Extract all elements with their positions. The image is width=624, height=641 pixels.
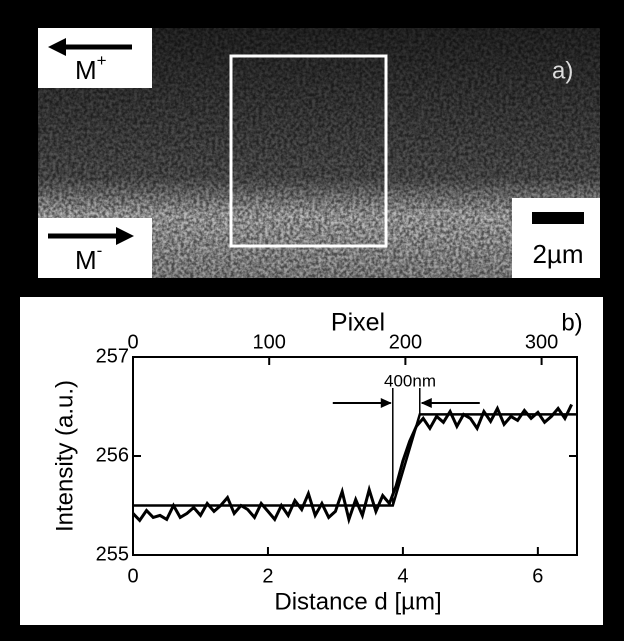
arrow-head <box>116 227 134 245</box>
annotation: 400nm <box>384 371 436 390</box>
label-box <box>38 218 152 278</box>
x-tick-label: 2 <box>262 565 273 587</box>
m-minus-label: M- <box>75 241 102 274</box>
panel-label: b) <box>561 309 582 336</box>
label-box <box>38 28 152 88</box>
scale-label: 2µm <box>532 239 583 269</box>
x2-tick-label: 300 <box>525 331 558 353</box>
label-text: M <box>75 55 97 85</box>
panel-label: a) <box>552 57 573 84</box>
label-text: M <box>75 245 97 275</box>
label-sup: - <box>97 241 103 260</box>
arrow-head <box>48 38 66 56</box>
x2-tick-label: 200 <box>389 331 422 353</box>
x-tick-label: 6 <box>532 565 543 587</box>
scale-box <box>512 198 600 278</box>
x-tick-label: 4 <box>397 565 408 587</box>
selection-box <box>229 54 388 248</box>
panel-b: Pixel b) Distance d [µm] Intensity (a.u.… <box>20 297 603 625</box>
panel-a: M+ M- a) 2µm <box>38 28 600 278</box>
y-tick-label: 256 <box>96 444 129 466</box>
y-tick-label: 257 <box>96 345 129 367</box>
label-sup: + <box>97 51 107 70</box>
x2-tick-label: 100 <box>253 331 286 353</box>
x2-axis-label: Pixel <box>331 309 385 337</box>
dim-arrow-head <box>380 398 392 408</box>
panel-background <box>20 297 603 625</box>
m-plus-label: M+ <box>75 51 107 84</box>
scale-bar <box>532 212 584 224</box>
data-line <box>133 413 577 507</box>
dim-arrow-head <box>420 398 432 408</box>
x-tick-label: 0 <box>127 565 138 587</box>
y-tick-label: 255 <box>96 543 129 565</box>
x2-tick-label: 0 <box>127 331 138 353</box>
x-axis-label: Distance d [µm] <box>274 588 441 615</box>
y-axis-label: Intensity (a.u.) <box>51 380 78 532</box>
